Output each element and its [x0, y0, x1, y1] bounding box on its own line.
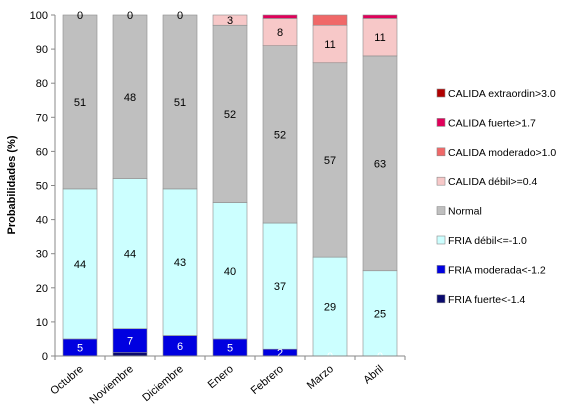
- legend-item: CALIDA débil>=0.4: [436, 176, 537, 188]
- data-label: 37: [274, 281, 286, 293]
- legend-label: CALIDA extraordin>3.0: [448, 88, 556, 100]
- legend-item: FRIA moderada<-1.2: [436, 264, 546, 276]
- y-tick-label: 80: [36, 78, 48, 90]
- legend-swatch: [436, 176, 446, 186]
- data-label: 7: [127, 336, 133, 348]
- legend-label: CALIDA fuerte>1.7: [448, 117, 536, 129]
- legend-item: CALIDA extraordin>3.0: [436, 88, 556, 100]
- data-label: 11: [374, 32, 385, 44]
- data-labels: 5 44 51 0 7 44 48 0 6 43 51 0 5 40 52 3 2 37 52 8 0 29 57 11 0 25…: [74, 10, 386, 363]
- x-tick-label: Febrero: [249, 363, 286, 397]
- bar-segment: [112, 178, 148, 330]
- data-label: 11: [324, 39, 335, 51]
- bar-segment: [312, 256, 348, 357]
- legend: CALIDA extraordin>3.0 CALIDA fuerte>1.7 CA…: [436, 88, 556, 306]
- data-label: 0: [177, 10, 183, 22]
- legend-item: Normal: [436, 206, 482, 218]
- bar-segment: [212, 24, 248, 203]
- x-tick-label: Diciembre: [140, 363, 186, 404]
- data-label: 25: [374, 308, 386, 320]
- y-axis-title: Probabilidades (%): [6, 135, 18, 234]
- bar-segment: [312, 14, 348, 26]
- bar-segment: [262, 45, 298, 224]
- bar-segment: [162, 14, 198, 190]
- data-label: 44: [74, 259, 86, 271]
- x-tick-label: Octubre: [48, 363, 86, 397]
- bar-segment: [362, 18, 398, 57]
- legend-label: FRIA moderada<-1.2: [448, 264, 546, 276]
- data-label: 44: [124, 249, 136, 261]
- legend-swatch: [436, 88, 446, 98]
- legend-label: CALIDA moderado>1.0: [448, 147, 556, 159]
- x-tick-label: Marzo: [305, 363, 336, 392]
- y-tick-label: 40: [36, 215, 48, 227]
- data-label: 52: [274, 129, 286, 141]
- legend-swatch: [436, 265, 446, 274]
- legend-label: CALIDA débil>=0.4: [448, 176, 537, 188]
- data-label: 51: [174, 97, 186, 109]
- bar-segment: [112, 352, 148, 357]
- legend-item: CALIDA fuerte>1.7: [436, 117, 536, 129]
- data-label: 29: [324, 302, 336, 314]
- data-label: 0: [377, 351, 383, 363]
- data-label: 43: [174, 257, 186, 269]
- data-label: 2: [277, 348, 283, 360]
- bar-segment: [262, 18, 298, 46]
- y-tick-label: 0: [42, 351, 48, 363]
- legend-swatch: [436, 294, 446, 304]
- bar-segment: [162, 188, 198, 336]
- y-tick-label: 60: [36, 146, 48, 158]
- bar-segment: [212, 202, 248, 340]
- data-label: 3: [227, 15, 233, 27]
- legend-item: FRIA fuerte<-1.4: [436, 294, 525, 306]
- legend-swatch: [436, 235, 446, 245]
- legend-swatch: [436, 118, 446, 127]
- data-label: 0: [327, 351, 333, 363]
- bar-segment: [212, 14, 248, 26]
- y-tick-label: 10: [36, 317, 48, 329]
- legend-label: FRIA débil<=-1.0: [448, 235, 527, 247]
- data-label: 52: [224, 109, 236, 121]
- y-tick-label: 20: [36, 283, 48, 295]
- data-label: 0: [77, 10, 83, 22]
- bar-segment: [362, 14, 398, 19]
- data-label: 8: [277, 27, 283, 39]
- y-tick-label: 70: [36, 112, 48, 124]
- data-label: 0: [127, 10, 133, 22]
- legend-swatch: [436, 206, 446, 215]
- x-tick-label: Noviembre: [87, 363, 135, 406]
- data-label: 48: [124, 92, 136, 104]
- bar-segment: [112, 14, 148, 179]
- y-tick-label: 50: [36, 181, 48, 193]
- bars: [62, 14, 398, 357]
- bar-segment: [262, 222, 298, 350]
- x-tick-label: Enero: [206, 363, 236, 391]
- y-tick-label: 100: [30, 10, 48, 22]
- bar-segment: [362, 55, 398, 272]
- bar-segment: [62, 188, 98, 340]
- data-label: 63: [374, 158, 386, 170]
- data-label: 57: [324, 155, 336, 167]
- data-label: 40: [224, 266, 236, 278]
- bar-segment: [362, 270, 398, 357]
- data-label: 6: [177, 341, 183, 353]
- legend-label: FRIA fuerte<-1.4: [448, 294, 525, 306]
- bar-segment: [62, 14, 98, 190]
- legend-item: CALIDA moderado>1.0: [436, 147, 556, 159]
- y-tick-label: 90: [36, 44, 48, 56]
- data-label: 51: [74, 97, 86, 109]
- bar-segment: [312, 24, 348, 64]
- y-tick-label: 30: [36, 249, 48, 261]
- legend-swatch: [436, 147, 446, 157]
- bar-segment: [262, 14, 298, 19]
- data-label: 5: [77, 342, 83, 354]
- legend-label: Normal: [448, 206, 482, 218]
- legend-item: FRIA débil<=-1.0: [436, 235, 527, 247]
- x-tick-label: Abril: [361, 363, 386, 386]
- data-label: 5: [227, 342, 233, 354]
